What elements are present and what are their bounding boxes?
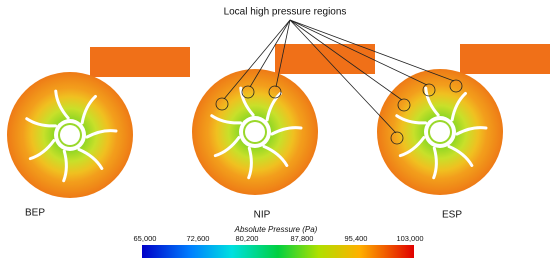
pump-contour [192,44,375,195]
panel-label: ESP [442,210,462,221]
colorbar [142,245,414,258]
highlight-circles [215,79,463,145]
colorbar-title: Absolute Pressure (Pa) [234,225,318,234]
colorbar-tick: 72,600 [187,234,210,243]
panel-label: NIP [254,210,271,221]
colorbar-tick: 95,400 [345,234,368,243]
colorbar-tick: 65,000 [134,234,157,243]
pump-contour [7,47,190,198]
colorbar-tick: 87,800 [291,234,314,243]
colorbar-tick: 103,000 [396,234,423,243]
annotation: Local high pressure regions [224,7,347,18]
panel-label: BEP [25,208,45,219]
leader-lines [223,19,455,134]
pump-contour [377,44,550,195]
colorbar-tick: 80,200 [236,234,259,243]
